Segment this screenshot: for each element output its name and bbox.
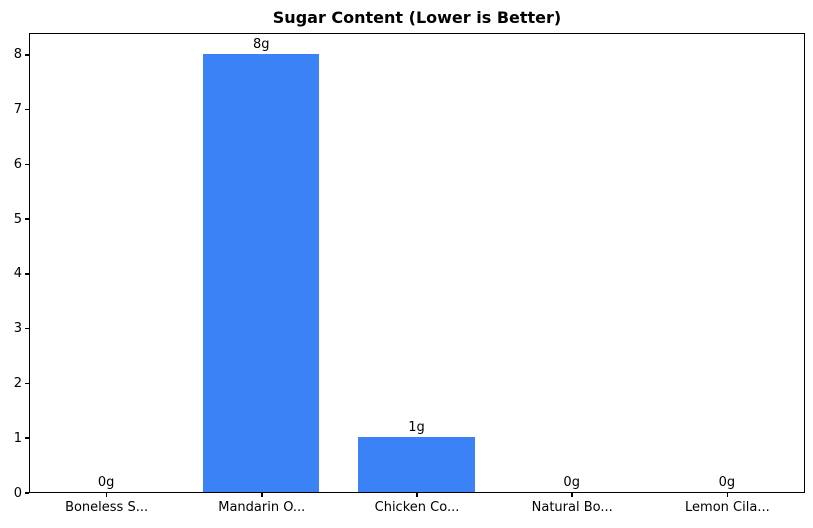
- bar-Chicken Co...: [358, 437, 475, 492]
- x-tick-mark: [726, 493, 729, 497]
- y-tick-label: 5: [13, 211, 22, 227]
- x-tick-label: Boneless S...: [65, 500, 149, 515]
- y-tick-label: 3: [13, 321, 22, 337]
- bar-value-label: 1g: [408, 420, 425, 436]
- x-tick-mark: [105, 493, 108, 497]
- y-tick-label: 7: [13, 102, 22, 118]
- x-tick-mark: [571, 493, 573, 497]
- bar-value-label: 8g: [253, 36, 270, 52]
- bar-value-label: 0g: [97, 475, 115, 490]
- y-tick-mark: [25, 163, 29, 166]
- x-tick-mark: [261, 493, 263, 497]
- y-tick-mark: [25, 382, 29, 385]
- y-tick-label: 8: [13, 47, 22, 63]
- y-tick-mark: [25, 54, 29, 56]
- x-tick-label: Chicken Co...: [374, 500, 460, 515]
- y-tick-mark: [25, 437, 29, 439]
- y-tick-label: 0: [13, 485, 22, 501]
- y-tick-mark: [25, 108, 29, 111]
- y-tick-mark: [25, 327, 29, 330]
- x-tick-mark: [416, 493, 418, 497]
- y-tick-mark: [25, 273, 29, 275]
- chart-title: Sugar Content (Lower is Better): [272, 8, 562, 27]
- y-tick-mark: [25, 218, 29, 220]
- bar-Mandarin O...: [203, 53, 320, 492]
- y-tick-label: 4: [13, 266, 22, 282]
- bar-value-label: 0g: [563, 475, 580, 490]
- x-tick-label: Mandarin O...: [218, 500, 306, 515]
- y-tick-label: 1: [13, 430, 22, 446]
- y-tick-label: 2: [13, 375, 22, 391]
- bar-value-label: 0g: [718, 475, 736, 490]
- y-tick-mark: [25, 492, 29, 494]
- x-tick-label: Lemon Cila...: [685, 500, 770, 515]
- x-tick-label: Natural Bo...: [531, 500, 613, 515]
- plot-area: 0g 8g 1g 0g 0g: [29, 33, 805, 493]
- y-tick-label: 6: [13, 156, 22, 172]
